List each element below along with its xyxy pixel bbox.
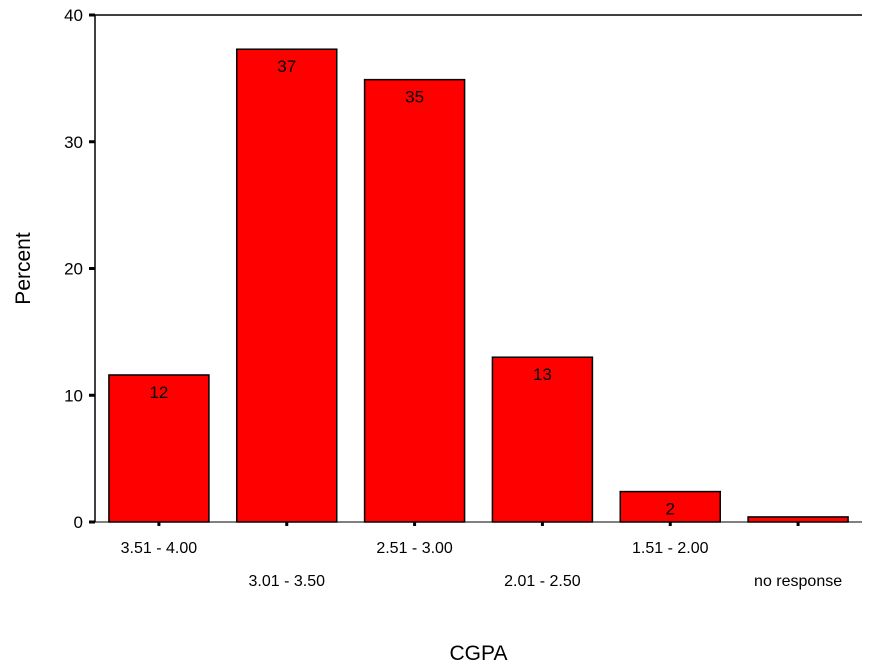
data-label: 37 [277,57,296,76]
x-tick-label: 2.51 - 3.00 [376,540,453,557]
x-tick-label: no response [754,573,842,590]
y-tick-label: 10 [64,386,83,405]
data-label: 13 [533,365,552,384]
y-axis: 0 10 20 30 40 [64,6,95,532]
bar [619,490,721,523]
bar [108,374,210,523]
data-label: 35 [405,88,424,107]
y-tick-label: 40 [64,6,83,25]
x-tick-label: 3.51 - 4.00 [121,540,198,557]
x-axis-title: CGPA [450,642,508,665]
plot-frame [94,14,862,522]
data-label: 2 [666,500,675,519]
y-tick-label: 20 [64,260,83,279]
bar [236,48,338,523]
bar [747,516,849,523]
x-axis: 3.51 - 4.00 3.01 - 3.50 2.51 - 3.00 2.01 - … [95,521,862,590]
y-tick-label: 30 [64,133,83,152]
y-axis-title: Percent [12,232,35,305]
data-label: 12 [149,383,168,402]
x-tick-label: 2.01 - 2.50 [504,573,581,590]
data-labels: 12 37 35 13 2 [149,57,675,518]
x-tick-label: 3.01 - 3.50 [249,573,326,590]
x-tick-label: 1.51 - 2.00 [632,540,709,557]
bar [491,356,594,523]
y-tick-label: 0 [74,513,83,532]
bars [108,48,849,523]
bar [363,78,466,523]
